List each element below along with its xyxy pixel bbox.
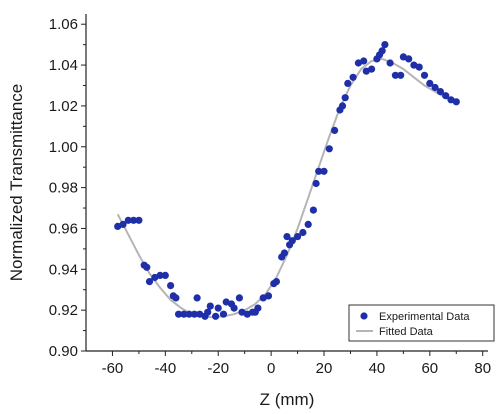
fitted-data-line	[116, 57, 457, 319]
y-axis-title: Normalized Transmittance	[7, 84, 26, 281]
data-point	[368, 65, 376, 73]
x-tick-label: 80	[474, 360, 491, 377]
y-tick-label: 0.98	[49, 180, 78, 197]
y-tick-label: 0.96	[49, 220, 78, 237]
data-point	[426, 79, 434, 87]
data-point	[381, 41, 389, 49]
data-point	[386, 59, 394, 67]
data-point	[219, 310, 228, 318]
data-point	[391, 71, 399, 79]
data-point	[436, 88, 444, 96]
y-tick-label: 1.04	[49, 57, 78, 74]
data-point	[338, 102, 347, 110]
y-tick-label: 1.06	[49, 16, 78, 33]
data-point	[175, 310, 183, 318]
x-tick-label: -20	[207, 360, 229, 377]
data-point	[235, 294, 243, 302]
x-tick-label: 60	[421, 360, 438, 377]
data-point	[397, 71, 405, 79]
data-point	[130, 216, 138, 224]
data-point	[341, 94, 349, 102]
data-point	[431, 83, 439, 92]
y-tick-label: 0.90	[49, 343, 78, 360]
data-point	[272, 278, 280, 286]
data-point	[254, 304, 262, 312]
legend-label-experimental: Experimental Data	[379, 311, 470, 323]
data-point	[320, 167, 328, 175]
x-axis-title: Z (mm)	[260, 390, 315, 409]
data-point	[294, 233, 302, 241]
data-point	[214, 304, 222, 312]
data-point	[280, 249, 288, 257]
x-tick-label: 0	[267, 360, 275, 377]
legend-label-fitted: Fitted Data	[379, 326, 434, 338]
data-point	[349, 73, 357, 81]
data-point	[156, 271, 164, 279]
data-point	[325, 145, 333, 153]
data-point	[452, 98, 460, 106]
data-point	[378, 47, 386, 55]
data-point	[405, 55, 413, 63]
data-point	[212, 312, 220, 320]
data-point	[312, 179, 320, 188]
data-point	[415, 63, 423, 71]
data-point	[206, 302, 214, 310]
data-point	[172, 294, 180, 302]
axes: -60 -40 -20 0 20 40 60 80 0.90 0.92 0.94 0.96 0.98 1.…	[49, 14, 491, 377]
data-point	[331, 126, 339, 134]
data-point	[299, 228, 307, 237]
data-point	[190, 310, 198, 318]
data-point	[167, 282, 175, 290]
data-point	[360, 57, 368, 65]
data-point	[204, 308, 212, 316]
y-tick-label: 1.02	[49, 98, 78, 115]
data-point	[135, 216, 143, 224]
experimental-points-layer	[114, 41, 460, 320]
data-point	[420, 71, 429, 79]
data-point	[180, 310, 188, 318]
data-point	[283, 233, 291, 241]
data-point	[304, 220, 312, 228]
y-tick-label: 0.92	[49, 302, 78, 319]
data-point	[193, 294, 201, 302]
fitted-line-layer	[116, 57, 457, 319]
data-point	[315, 167, 323, 175]
data-point	[145, 278, 154, 286]
legend: Experimental Data Fitted Data	[348, 304, 495, 342]
data-point	[442, 92, 450, 100]
x-tick-label: -40	[154, 360, 176, 377]
data-point	[185, 310, 193, 318]
y-tick-label: 0.94	[49, 261, 78, 278]
data-point	[161, 271, 169, 279]
data-point	[264, 292, 273, 300]
data-point	[230, 304, 238, 312]
legend-box	[348, 304, 495, 342]
data-point	[309, 206, 317, 214]
data-point	[124, 216, 132, 224]
data-point	[288, 237, 296, 245]
legend-marker-experimental	[360, 312, 368, 320]
data-point	[143, 263, 151, 271]
x-tick-label: 20	[316, 360, 333, 377]
data-point	[119, 220, 127, 228]
data-point	[344, 79, 352, 87]
x-tick-label: -60	[102, 360, 124, 377]
y-tick-label: 1.00	[49, 139, 78, 156]
x-tick-label: 40	[369, 360, 386, 377]
